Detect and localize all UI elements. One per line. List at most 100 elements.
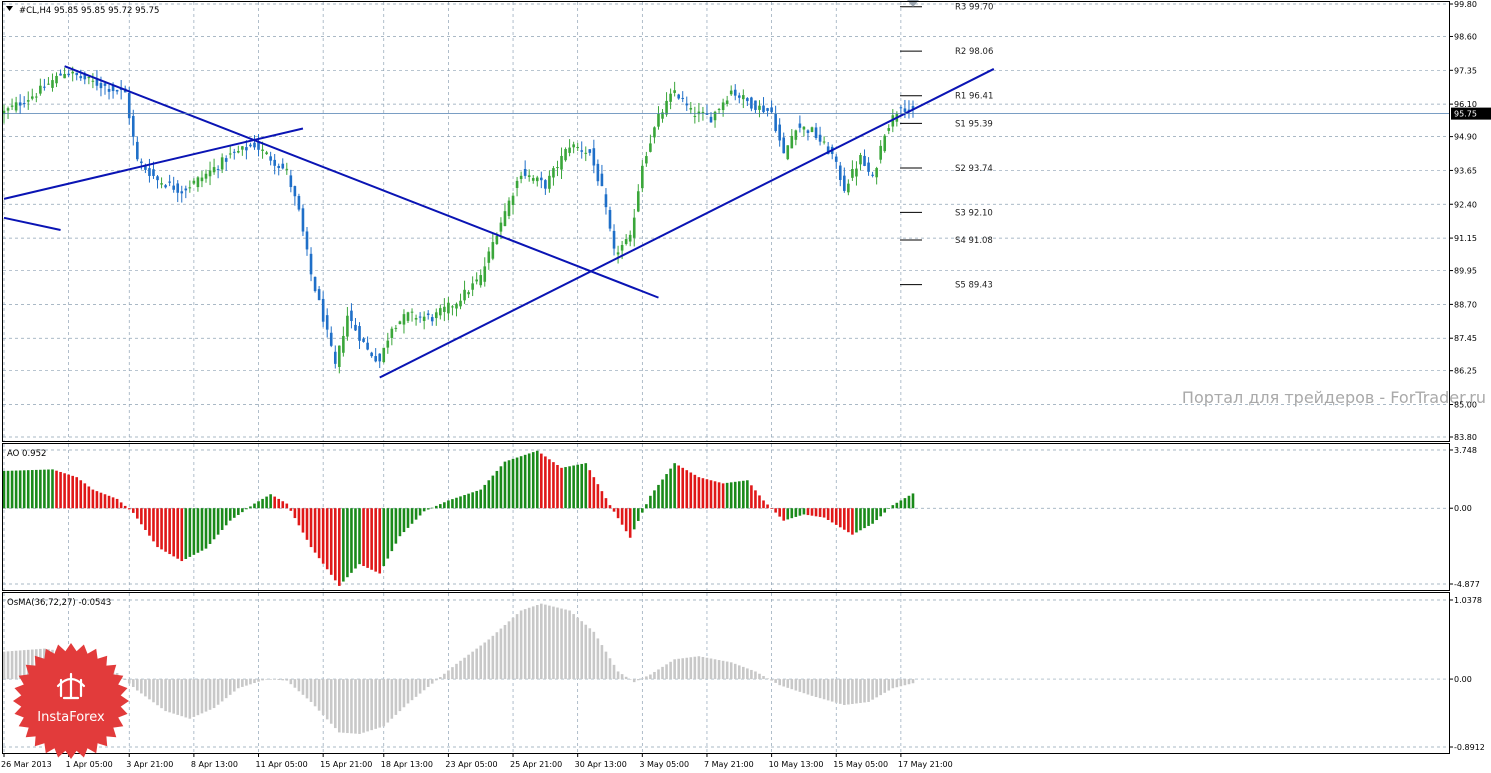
candle-body (624, 239, 628, 244)
histogram-bar (220, 679, 224, 702)
histogram-bar (443, 502, 446, 509)
histogram-bar (152, 679, 155, 703)
histogram-bar (580, 621, 584, 680)
histogram-bar (18, 650, 22, 680)
histogram-bar (523, 454, 527, 509)
candle-body (91, 80, 95, 82)
candle-body (370, 352, 373, 357)
histogram-bar (519, 610, 523, 680)
candle-body (249, 144, 252, 147)
candle-body (196, 177, 200, 188)
histogram-bar (471, 651, 474, 680)
osma-panel-frame (2, 592, 1450, 754)
histogram-bar (402, 679, 406, 708)
candle-body (71, 71, 74, 74)
histogram-bar (544, 456, 547, 509)
histogram-bar (241, 679, 244, 687)
x-axis-tick-label: 10 May 13:00 (769, 760, 824, 769)
histogram-bar (705, 657, 709, 680)
candle-body (527, 175, 531, 178)
price-panel[interactable]: R3 99.70 R2 98.06 R1 96.41 S1 95.39 S2 93.74… (2, 0, 1486, 407)
histogram-bar (746, 480, 749, 509)
trendline[interactable] (64, 65, 659, 299)
candle-body (115, 89, 119, 92)
histogram-bar (649, 674, 652, 680)
candle-body (826, 146, 830, 155)
histogram-bar (475, 490, 478, 509)
histogram-bar (677, 658, 680, 680)
trendline[interactable] (3, 216, 61, 231)
histogram-bar (475, 648, 478, 680)
candle-body (867, 162, 870, 172)
histogram-bar (834, 508, 838, 525)
candle-body (810, 127, 814, 133)
ao-panel[interactable]: AO 0.952 (2, 449, 915, 586)
histogram-bar (362, 508, 365, 567)
candle-body (665, 100, 668, 115)
histogram-bar (43, 469, 46, 509)
histogram-bar (6, 651, 10, 680)
trendline[interactable] (3, 127, 304, 200)
histogram-bar (548, 605, 551, 680)
candle-body (95, 79, 99, 86)
histogram-bar (838, 508, 842, 528)
chart-dropdown-icon[interactable] (6, 6, 13, 11)
candle-body (317, 289, 321, 301)
candle-body (540, 177, 543, 181)
price-axis-tick-label: 96.10 (1454, 100, 1477, 109)
histogram-bar (713, 659, 717, 680)
histogram-bar (548, 459, 551, 509)
histogram-bar (342, 508, 345, 582)
histogram-bar (830, 508, 834, 523)
candle-body (588, 149, 592, 153)
histogram-bar (237, 508, 240, 515)
candle-body (822, 141, 826, 143)
histogram-bar (794, 679, 798, 691)
candle-body (673, 90, 676, 93)
histogram-bar (160, 508, 163, 550)
candle-body (548, 175, 551, 189)
histogram-bar (140, 508, 143, 525)
candle-body (758, 105, 761, 110)
ao-histogram (2, 450, 915, 586)
histogram-bar (123, 679, 127, 681)
histogram-bar (588, 628, 592, 680)
candle-body (463, 289, 466, 301)
histogram-bar (168, 679, 171, 713)
candle-body (669, 93, 672, 102)
logo-badge (13, 643, 129, 759)
histogram-bar (350, 679, 353, 734)
candle-body (871, 174, 874, 176)
histogram-bar (164, 679, 167, 712)
candle-body (144, 165, 147, 170)
histogram-bar (697, 656, 701, 680)
osma-axis-tick-label: 1.0378 (1454, 596, 1482, 605)
candle-body (406, 312, 410, 321)
histogram-bar (742, 480, 745, 509)
candle-body (572, 144, 575, 148)
candle-body (208, 170, 212, 177)
histogram-bar (443, 673, 446, 680)
histogram-bar (188, 508, 192, 557)
price-axis-tick-label: 87.45 (1454, 334, 1477, 343)
histogram-bar (362, 679, 365, 733)
trendline[interactable] (379, 68, 995, 379)
histogram-bar (55, 470, 58, 509)
histogram-bar (386, 508, 390, 559)
histogram-bar (75, 477, 79, 509)
histogram-bar (293, 679, 297, 688)
histogram-bar (737, 665, 741, 680)
trendlines[interactable] (3, 65, 995, 379)
histogram-bar (556, 607, 559, 680)
ao-axis-tick-label: 0.00 (1454, 504, 1472, 513)
candle-body (346, 315, 349, 337)
histogram-bar (851, 508, 854, 535)
instaforex-logo[interactable]: InstaForex (13, 643, 129, 759)
histogram-bar (354, 679, 357, 734)
candle-body (636, 191, 640, 212)
histogram-bar (737, 481, 741, 509)
price-panel-title: #CL,H4 95.85 95.85 95.72 95.75 (19, 6, 159, 16)
candle-body (83, 73, 87, 80)
histogram-bar (346, 508, 349, 578)
